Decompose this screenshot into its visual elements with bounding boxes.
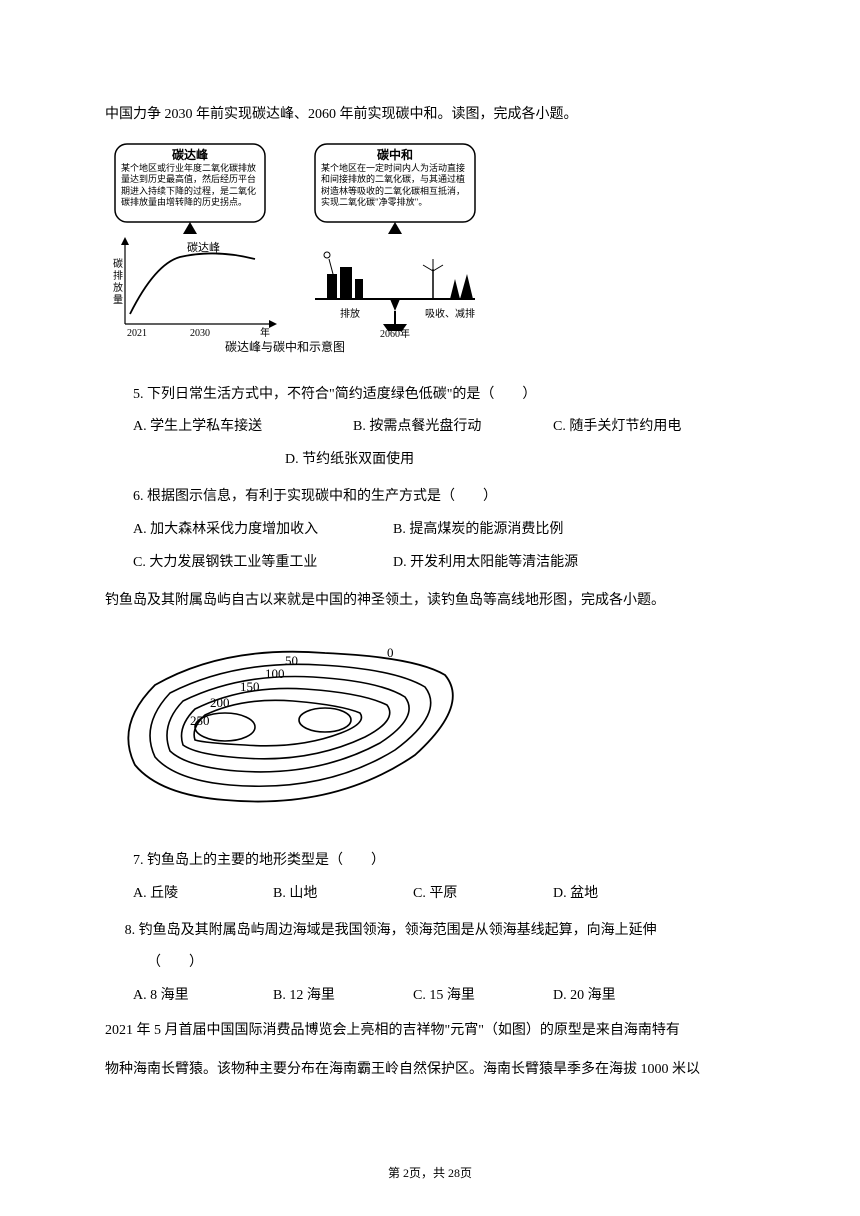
intro-2: 钓鱼岛及其附属岛屿自古以来就是中国的神圣领土，读钓鱼岛等高线地形图，完成各小题。 [105, 586, 755, 617]
contour-200: 200 [210, 695, 230, 710]
q8-opt-d: D. 20 海里 [553, 981, 693, 1012]
peak-title: 碳达峰 [172, 147, 209, 162]
page-footer: 第 2页，共 28页 [0, 1160, 860, 1186]
q5-opt-c: C. 随手关灯节约用电 [553, 412, 733, 443]
tick-2021: 2021 [127, 328, 147, 339]
neutral-title: 碳中和 [377, 147, 413, 162]
q8-opt-a: A. 8 海里 [133, 981, 273, 1012]
q8-stem: 8. 钓鱼岛及其附属岛屿周边海域是我国领海，领海范围是从领海基线起算，向海上延伸 [105, 916, 755, 947]
x-axis-label: 年 [260, 326, 270, 339]
neutral-desc: 某个地区在一定时间内人为活动直接和间接排放的二氧化碳，与其通过植树造林等吸收的二… [321, 163, 469, 208]
emit-label: 排放 [340, 307, 360, 320]
tick-2030: 2030 [190, 328, 210, 339]
intro-1: 中国力争 2030 年前实现碳达峰、2060 年前实现碳中和。读图，完成各小题。 [105, 100, 755, 131]
q6-opt-b: B. 提高煤炭的能源消费比例 [393, 515, 653, 546]
q5-options-abc: A. 学生上学私车接送 B. 按需点餐光盘行动 C. 随手关灯节约用电 [105, 412, 755, 443]
q8-opt-c: C. 15 海里 [413, 981, 553, 1012]
q6-opt-c: C. 大力发展钢铁工业等重工业 [133, 548, 393, 579]
q5-opt-b: B. 按需点餐光盘行动 [353, 412, 553, 443]
intro-3-line2: 物种海南长臂猿。该物种主要分布在海南霸王岭自然保护区。海南长臂猿旱季多在海拔 1… [105, 1055, 755, 1086]
q8-bracket: （ ） [105, 948, 755, 979]
tick-2060: 2060年 [380, 327, 410, 340]
q7-options: A. 丘陵 B. 山地 C. 平原 D. 盆地 [105, 879, 755, 910]
q7-stem: 7. 钓鱼岛上的主要的地形类型是（ ） [105, 846, 755, 877]
svg-text:量: 量 [113, 294, 123, 306]
absorb-label: 吸收、减排 [425, 307, 475, 320]
contour-map: 0 50 100 150 200 250 [105, 625, 755, 838]
contour-250: 250 [190, 713, 210, 728]
q7-opt-a: A. 丘陵 [133, 879, 273, 910]
q8-options: A. 8 海里 B. 12 海里 C. 15 海里 D. 20 海里 [105, 981, 755, 1012]
q6-stem: 6. 根据图示信息，有利于实现碳中和的生产方式是（ ） [105, 482, 755, 513]
q6-opt-a: A. 加大森林采伐力度增加收入 [133, 515, 393, 546]
peak-point-label: 碳达峰 [187, 240, 220, 254]
q5-opt-d: D. 节约纸张双面使用 [105, 445, 755, 476]
y-axis-1: 碳 [113, 257, 123, 270]
q6-opt-d: D. 开发利用太阳能等清洁能源 [393, 548, 653, 579]
contour-100: 100 [265, 666, 285, 681]
q7-opt-c: C. 平原 [413, 879, 553, 910]
q7-opt-b: B. 山地 [273, 879, 413, 910]
contour-0: 0 [387, 645, 394, 660]
contour-150: 150 [240, 679, 260, 694]
q8-opt-b: B. 12 海里 [273, 981, 413, 1012]
contour-50: 50 [285, 653, 298, 668]
svg-text:排: 排 [113, 269, 123, 282]
q6-options-cd: C. 大力发展钢铁工业等重工业 D. 开发利用太阳能等清洁能源 [105, 548, 755, 579]
svg-text:放: 放 [113, 281, 123, 294]
diagram-caption: 碳达峰与碳中和示意图 [225, 339, 345, 354]
peak-desc: 某个地区或行业年度二氧化碳排放量达到历史最高值，然后经历平台期进入持续下降的过程… [121, 163, 259, 208]
q6-options-ab: A. 加大森林采伐力度增加收入 B. 提高煤炭的能源消费比例 [105, 515, 755, 546]
q5-stem: 5. 下列日常生活方式中，不符合"简约适度绿色低碳"的是（ ） [105, 380, 755, 411]
carbon-diagram: 碳达峰 某个地区或行业年度二氧化碳排放量达到历史最高值，然后经历平台期进入持续下… [105, 139, 755, 372]
q5-opt-a: A. 学生上学私车接送 [133, 412, 353, 443]
q7-opt-d: D. 盆地 [553, 879, 693, 910]
intro-3-line1: 2021 年 5 月首届中国国际消费品博览会上亮相的吉祥物"元宵"（如图）的原型… [105, 1016, 755, 1047]
